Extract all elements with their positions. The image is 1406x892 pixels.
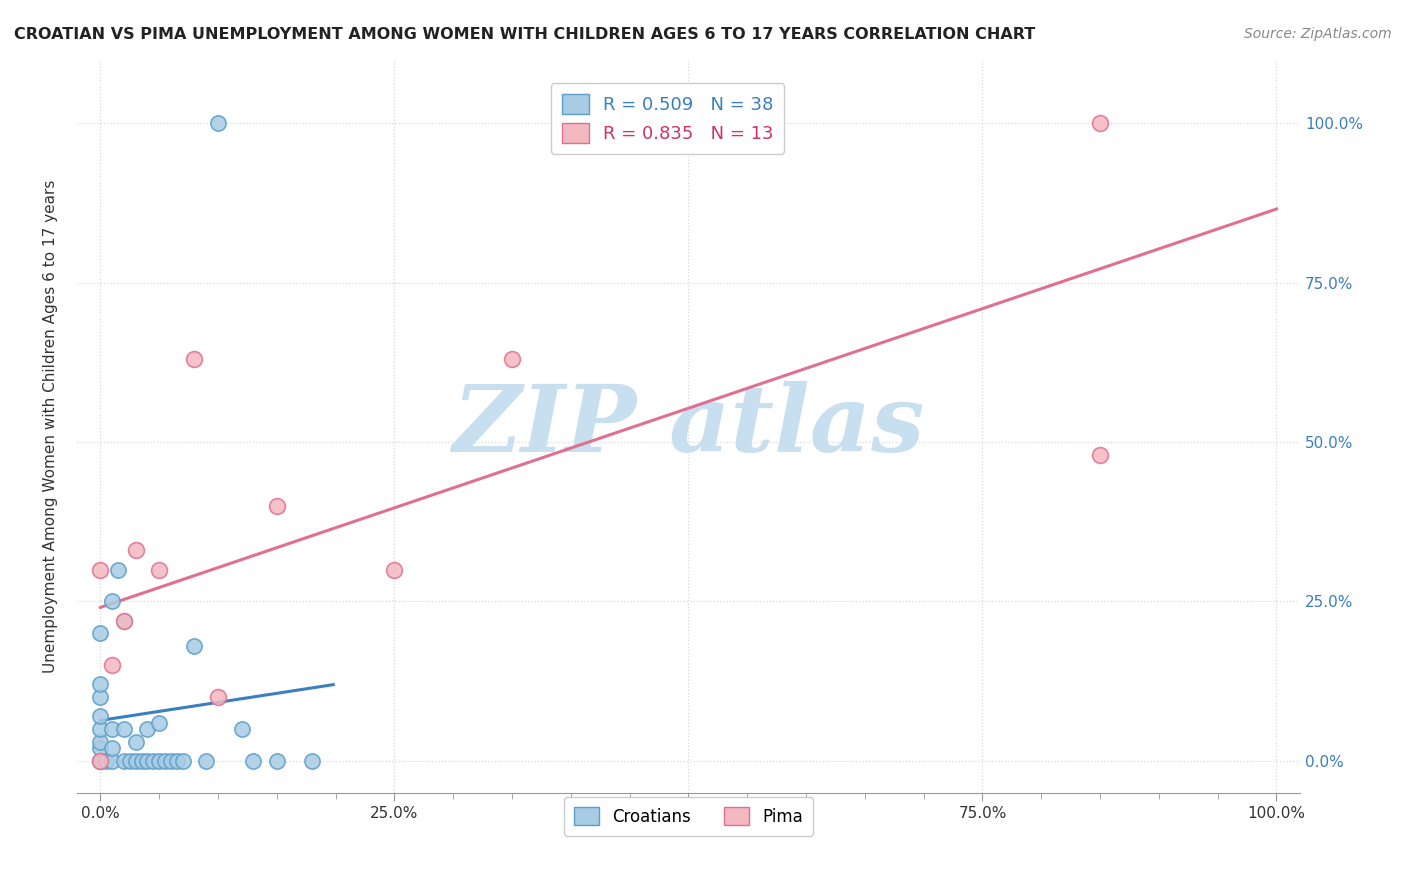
Point	[266, 754, 288, 768]
Point	[153, 754, 176, 768]
Point	[142, 754, 165, 768]
Point	[101, 594, 124, 608]
Point	[118, 754, 141, 768]
Point	[231, 722, 253, 736]
Point	[183, 352, 205, 367]
Text: CROATIAN VS PIMA UNEMPLOYMENT AMONG WOMEN WITH CHILDREN AGES 6 TO 17 YEARS CORRE: CROATIAN VS PIMA UNEMPLOYMENT AMONG WOME…	[14, 27, 1035, 42]
Point	[112, 754, 135, 768]
Point	[136, 722, 159, 736]
Point	[89, 626, 111, 640]
Point	[101, 722, 124, 736]
Text: ZIP atlas: ZIP atlas	[453, 381, 925, 471]
Point	[172, 754, 194, 768]
Point	[89, 754, 111, 768]
Point	[384, 563, 406, 577]
Point	[124, 543, 146, 558]
Point	[148, 754, 170, 768]
Point	[1088, 116, 1111, 130]
Point	[112, 614, 135, 628]
Y-axis label: Unemployment Among Women with Children Ages 6 to 17 years: Unemployment Among Women with Children A…	[44, 179, 58, 673]
Point	[89, 677, 111, 691]
Legend: Croatians, Pima: Croatians, Pima	[564, 797, 813, 836]
Point	[101, 658, 124, 673]
Point	[96, 754, 118, 768]
Point	[195, 754, 218, 768]
Point	[148, 563, 170, 577]
Point	[183, 639, 205, 653]
Point	[101, 741, 124, 756]
Point	[89, 754, 111, 768]
Point	[89, 741, 111, 756]
Point	[89, 734, 111, 748]
Point	[148, 715, 170, 730]
Point	[207, 116, 229, 130]
Point	[242, 754, 264, 768]
Point	[124, 754, 146, 768]
Point	[160, 754, 183, 768]
Point	[101, 754, 124, 768]
Point	[112, 614, 135, 628]
Point	[207, 690, 229, 704]
Point	[266, 499, 288, 513]
Point	[124, 734, 146, 748]
Point	[136, 754, 159, 768]
Point	[89, 754, 111, 768]
Text: Source: ZipAtlas.com: Source: ZipAtlas.com	[1244, 27, 1392, 41]
Point	[166, 754, 188, 768]
Point	[89, 709, 111, 723]
Point	[501, 352, 523, 367]
Point	[301, 754, 323, 768]
Point	[107, 563, 129, 577]
Point	[89, 722, 111, 736]
Point	[112, 722, 135, 736]
Point	[89, 690, 111, 704]
Point	[1088, 448, 1111, 462]
Point	[89, 563, 111, 577]
Point	[131, 754, 153, 768]
